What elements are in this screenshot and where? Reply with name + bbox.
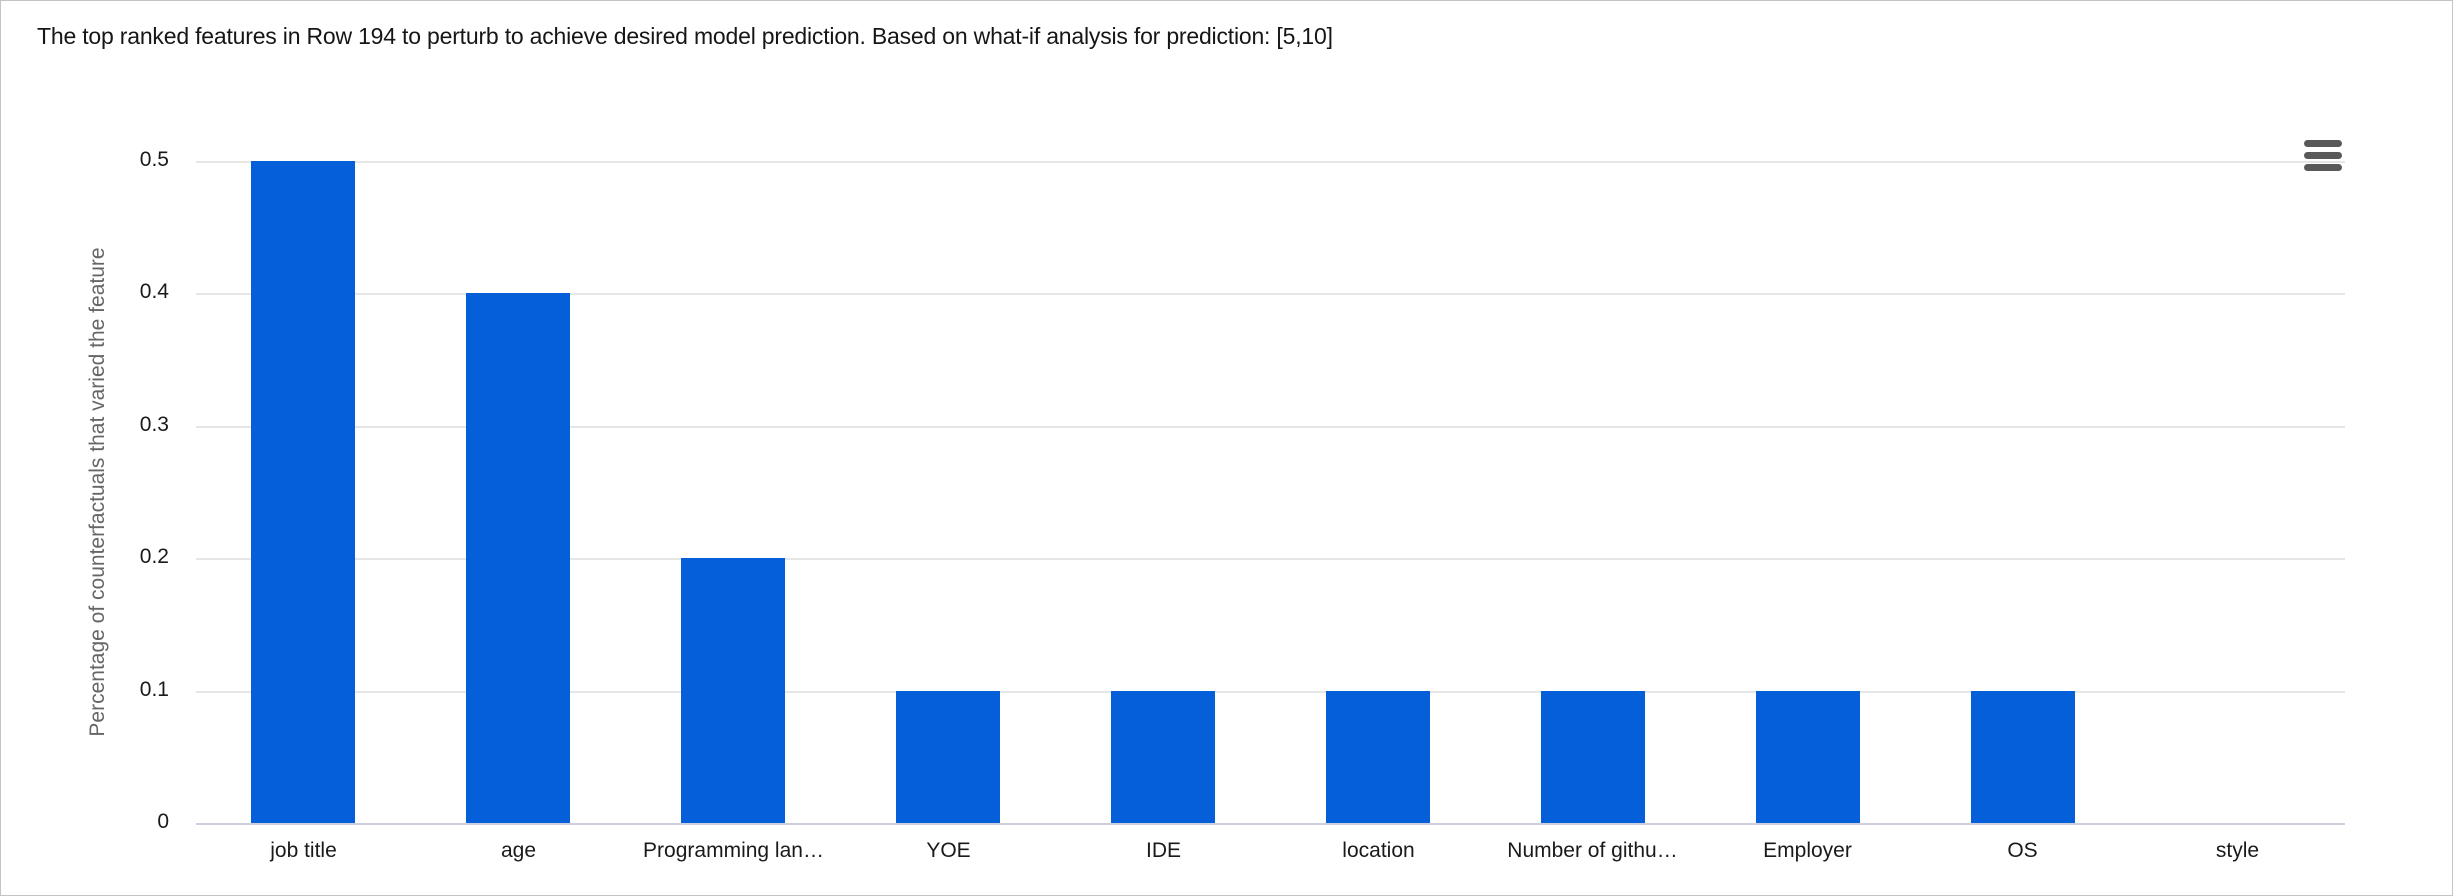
bar[interactable] — [1326, 691, 1430, 823]
x-tick-label: job title — [270, 839, 337, 862]
y-gridline — [196, 161, 2345, 163]
y-tick-label: 0.1 — [139, 678, 169, 701]
y-tick-label: 0.4 — [139, 280, 169, 303]
y-tick-label: 0 — [157, 810, 169, 833]
hamburger-menu-icon — [2297, 140, 2349, 171]
x-tick-label: age — [500, 839, 537, 862]
y-tick-label: 0.3 — [139, 413, 169, 436]
x-tick-label: YOE — [926, 839, 971, 862]
y-gridline — [196, 293, 2345, 295]
bar[interactable] — [896, 691, 1000, 823]
y-gridline — [196, 691, 2345, 693]
x-axis-line — [196, 823, 2345, 825]
y-tick-label: 0.5 — [139, 148, 169, 171]
x-tick-label: Employer — [1763, 839, 1852, 862]
bar[interactable] — [251, 161, 355, 823]
x-tick-label: location — [1342, 839, 1415, 862]
bar[interactable] — [1111, 691, 1215, 823]
y-gridline — [196, 426, 2345, 428]
x-tick-label: Number of githu… — [1507, 839, 1678, 862]
x-tick-label: IDE — [1145, 839, 1181, 862]
bar[interactable] — [1971, 691, 2075, 823]
x-tick-label: OS — [2007, 839, 2038, 862]
chart-context-menu-button[interactable] — [2297, 127, 2349, 179]
bar[interactable] — [681, 558, 785, 823]
x-tick-label: style — [2215, 839, 2260, 862]
bar[interactable] — [1541, 691, 1645, 823]
bar[interactable] — [1756, 691, 1860, 823]
chart-title: The top ranked features in Row 194 to pe… — [37, 23, 1333, 49]
x-tick-label: Programming lan… — [643, 839, 824, 862]
y-gridline — [196, 558, 2345, 560]
y-tick-label: 0.2 — [139, 545, 169, 568]
bar[interactable] — [466, 293, 570, 823]
